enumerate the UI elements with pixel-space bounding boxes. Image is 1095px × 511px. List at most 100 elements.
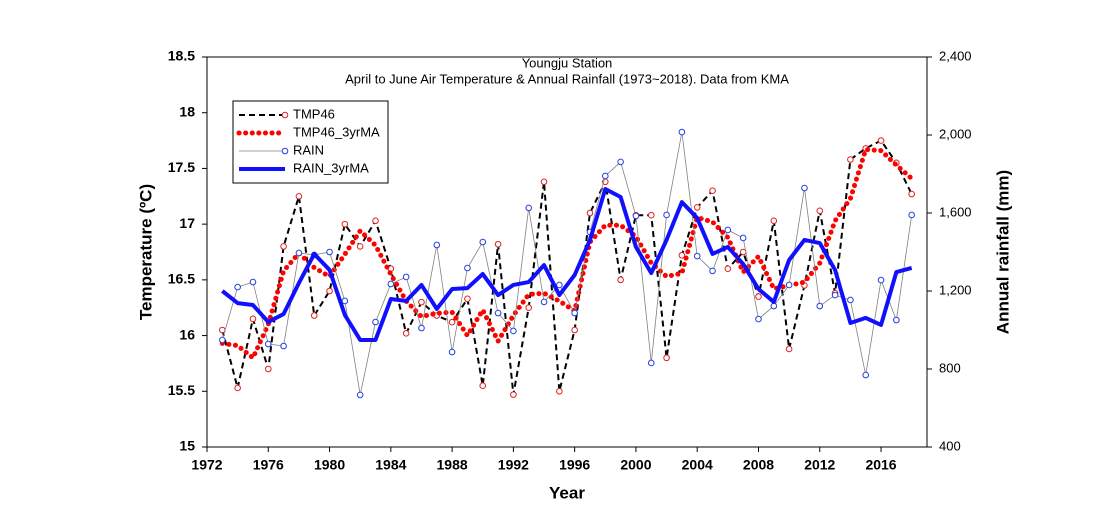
series-marker bbox=[724, 265, 732, 273]
legend-label: RAIN bbox=[293, 142, 324, 157]
series-marker bbox=[693, 252, 701, 260]
x-tick-label: 1992 bbox=[498, 457, 529, 473]
series-marker bbox=[770, 217, 778, 225]
series-marker bbox=[448, 318, 456, 326]
y-axis-label: Temperature (ºC) bbox=[136, 184, 155, 320]
series-marker bbox=[663, 211, 670, 219]
series-marker bbox=[862, 371, 870, 379]
x-tick-label: 1996 bbox=[559, 457, 590, 473]
series-marker bbox=[847, 156, 854, 163]
series-marker bbox=[448, 348, 456, 356]
series-marker bbox=[755, 315, 762, 323]
series-marker bbox=[540, 298, 548, 306]
series-marker bbox=[709, 187, 716, 195]
series-marker bbox=[647, 211, 655, 219]
series-line bbox=[221, 187, 913, 342]
series-marker bbox=[831, 291, 839, 299]
y-tick-label: 16.5 bbox=[168, 271, 195, 287]
series-marker bbox=[755, 293, 762, 300]
series-marker bbox=[326, 287, 333, 295]
series-marker bbox=[310, 312, 318, 319]
x-tick-label: 1984 bbox=[375, 457, 406, 473]
series-marker bbox=[525, 204, 533, 212]
y-tick-label: 15.5 bbox=[168, 382, 195, 398]
y2-tick-label: 2,000 bbox=[939, 126, 972, 141]
series-marker bbox=[249, 315, 257, 323]
legend-label: TMP46_3yrMA bbox=[293, 124, 380, 139]
series-marker bbox=[387, 280, 395, 288]
series-marker bbox=[234, 283, 241, 291]
series-marker bbox=[540, 178, 548, 186]
y2-tick-label: 800 bbox=[939, 360, 961, 375]
series-marker bbox=[632, 212, 640, 220]
series-marker bbox=[372, 217, 379, 225]
series-marker bbox=[709, 267, 716, 275]
y2-tick-label: 2,400 bbox=[939, 48, 972, 63]
series-marker bbox=[219, 336, 226, 344]
series-marker bbox=[647, 359, 655, 367]
series-marker bbox=[571, 326, 578, 334]
x-tick-label: 2004 bbox=[682, 457, 713, 473]
y2-tick-label: 1,200 bbox=[939, 282, 972, 297]
x-axis-label: Year bbox=[549, 483, 585, 502]
series-marker bbox=[510, 391, 517, 398]
series-marker bbox=[693, 204, 701, 211]
y-tick-label: 18 bbox=[179, 103, 195, 119]
series-marker bbox=[494, 240, 502, 248]
series-marker bbox=[418, 298, 425, 306]
series-marker bbox=[663, 354, 670, 362]
series-marker bbox=[479, 238, 487, 246]
y2-axis-label: Annual rainfall (mm) bbox=[993, 170, 1012, 334]
legend-label: TMP46 bbox=[293, 106, 335, 121]
series-marker bbox=[556, 281, 563, 289]
series-marker bbox=[341, 220, 349, 228]
series-marker bbox=[908, 190, 915, 198]
series-marker bbox=[908, 211, 915, 219]
series-marker bbox=[801, 184, 808, 192]
series-marker bbox=[418, 324, 425, 332]
plot-frame bbox=[206, 56, 928, 448]
series-marker bbox=[295, 249, 303, 257]
series-marker bbox=[494, 309, 502, 317]
series-marker bbox=[586, 209, 594, 217]
y2-tick-label: 400 bbox=[939, 438, 961, 453]
series-marker bbox=[617, 276, 624, 284]
legend-label: RAIN_3yrMA bbox=[293, 160, 369, 175]
series-marker bbox=[571, 309, 578, 317]
series-marker bbox=[372, 318, 379, 326]
series-marker bbox=[510, 327, 517, 335]
x-tick-label: 1980 bbox=[314, 457, 345, 473]
chart-title: Youngju Station bbox=[522, 55, 613, 70]
series-marker bbox=[326, 248, 333, 256]
series-marker bbox=[816, 207, 824, 215]
series-marker bbox=[678, 252, 686, 259]
series-marker bbox=[601, 172, 609, 180]
series-marker bbox=[816, 302, 824, 310]
series-marker bbox=[280, 342, 287, 350]
series-marker bbox=[770, 302, 778, 310]
series-marker bbox=[234, 384, 241, 392]
x-tick-label: 2016 bbox=[865, 457, 896, 473]
series-marker bbox=[356, 391, 364, 399]
series-marker bbox=[877, 137, 885, 144]
y-tick-label: 18.5 bbox=[168, 48, 195, 64]
x-tick-label: 1976 bbox=[253, 457, 284, 473]
series-marker bbox=[295, 192, 303, 200]
series-marker bbox=[617, 158, 624, 166]
x-tick-label: 1972 bbox=[191, 457, 222, 473]
series-marker bbox=[479, 382, 487, 390]
series-marker bbox=[264, 340, 272, 348]
series-marker bbox=[402, 330, 410, 337]
series-marker bbox=[433, 241, 441, 249]
y2-tick-label: 1,600 bbox=[939, 204, 972, 219]
x-tick-label: 2012 bbox=[804, 457, 835, 473]
legend-marker bbox=[281, 147, 289, 155]
chart-subtitle: April to June Air Temperature & Annual R… bbox=[345, 71, 789, 86]
series-marker bbox=[556, 387, 563, 395]
series-marker bbox=[249, 278, 257, 286]
series-line bbox=[221, 131, 913, 396]
series-line bbox=[219, 146, 915, 361]
x-tick-label: 2008 bbox=[743, 457, 774, 473]
series-marker bbox=[280, 243, 287, 250]
